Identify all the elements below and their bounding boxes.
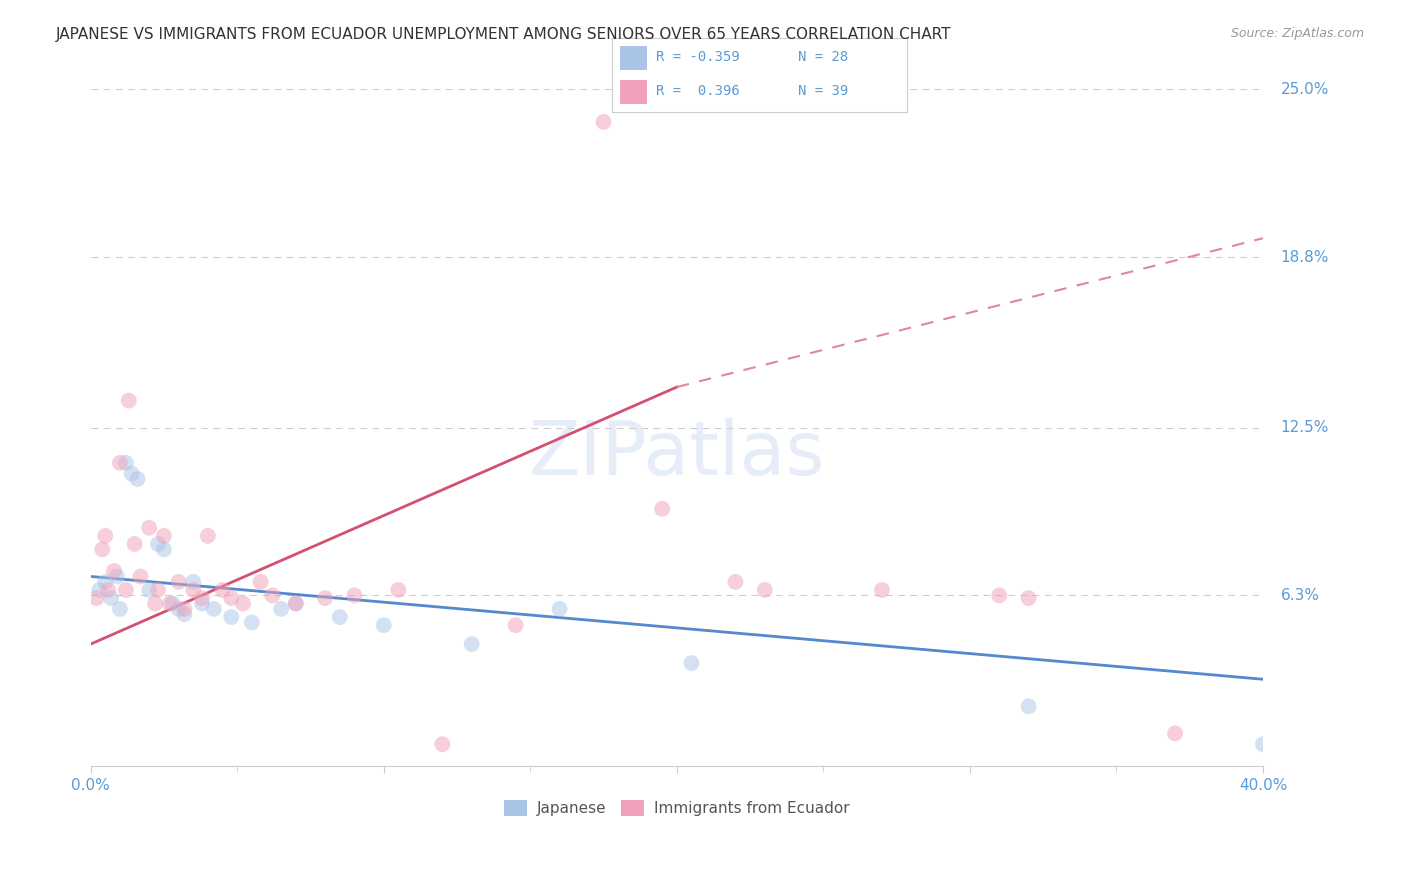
Text: 12.5%: 12.5%: [1281, 420, 1329, 435]
Point: [221, 610, 243, 624]
Point: [167, 602, 190, 616]
Point: [114, 456, 136, 470]
Point: [97, 582, 120, 597]
Point: [387, 582, 409, 597]
Point: [1164, 726, 1187, 740]
Point: [91, 542, 114, 557]
Point: [153, 542, 176, 557]
Point: [191, 597, 214, 611]
Point: [173, 602, 195, 616]
Point: [343, 588, 366, 602]
Point: [240, 615, 263, 630]
Point: [988, 588, 1011, 602]
Point: [262, 588, 284, 602]
Point: [94, 529, 117, 543]
Point: [89, 582, 111, 597]
Point: [681, 656, 703, 670]
Text: JAPANESE VS IMMIGRANTS FROM ECUADOR UNEMPLOYMENT AMONG SENIORS OVER 65 YEARS COR: JAPANESE VS IMMIGRANTS FROM ECUADOR UNEM…: [56, 27, 952, 42]
Point: [724, 574, 747, 589]
Point: [221, 591, 243, 606]
Point: [114, 582, 136, 597]
Bar: [620, 45, 647, 70]
Text: 18.8%: 18.8%: [1281, 250, 1329, 265]
Point: [108, 602, 131, 616]
Point: [159, 597, 181, 611]
Point: [100, 591, 122, 606]
Point: [754, 582, 776, 597]
Point: [146, 537, 169, 551]
Text: N = 28: N = 28: [797, 50, 848, 64]
Point: [284, 597, 307, 611]
Point: [162, 597, 184, 611]
Point: [153, 529, 176, 543]
Point: [1018, 591, 1040, 606]
Point: [191, 591, 214, 606]
Point: [105, 569, 128, 583]
Point: [460, 637, 482, 651]
Point: [232, 597, 254, 611]
Point: [548, 602, 571, 616]
Text: 6.3%: 6.3%: [1281, 588, 1320, 603]
Point: [314, 591, 336, 606]
Text: ZIPatlas: ZIPatlas: [529, 418, 825, 491]
Text: 25.0%: 25.0%: [1281, 82, 1329, 97]
Bar: [620, 80, 647, 104]
Text: R =  0.396: R = 0.396: [655, 84, 740, 97]
Point: [127, 472, 149, 486]
Legend: Japanese, Immigrants from Ecuador: Japanese, Immigrants from Ecuador: [498, 794, 855, 822]
Point: [284, 597, 307, 611]
Point: [1251, 737, 1274, 751]
Point: [505, 618, 527, 632]
Point: [432, 737, 454, 751]
Point: [197, 529, 219, 543]
Point: [870, 582, 893, 597]
Point: [124, 537, 146, 551]
Point: [143, 597, 166, 611]
Point: [146, 582, 169, 597]
Point: [249, 574, 271, 589]
Point: [1018, 699, 1040, 714]
Text: N = 39: N = 39: [797, 84, 848, 97]
Point: [118, 393, 141, 408]
Point: [86, 591, 108, 606]
Point: [270, 602, 292, 616]
Text: Source: ZipAtlas.com: Source: ZipAtlas.com: [1230, 27, 1364, 40]
Point: [108, 456, 131, 470]
Point: [103, 564, 125, 578]
Point: [211, 582, 233, 597]
Point: [181, 574, 204, 589]
Point: [373, 618, 395, 632]
Point: [121, 467, 143, 481]
Point: [138, 582, 160, 597]
Point: [138, 521, 160, 535]
Point: [329, 610, 352, 624]
Point: [651, 501, 673, 516]
Point: [181, 582, 204, 597]
Point: [173, 607, 195, 622]
Point: [592, 115, 614, 129]
Point: [167, 574, 190, 589]
Point: [202, 602, 225, 616]
Point: [94, 574, 117, 589]
Point: [129, 569, 152, 583]
Text: R = -0.359: R = -0.359: [655, 50, 740, 64]
